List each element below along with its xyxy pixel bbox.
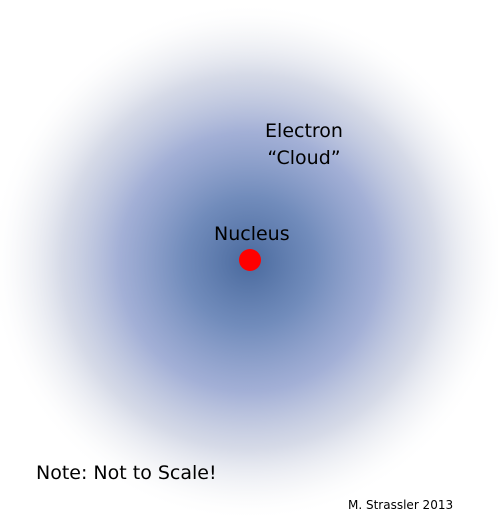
- scale-note: Note: Not to Scale!: [36, 462, 217, 484]
- electron-cloud-label-line1: Electron: [265, 120, 343, 142]
- nucleus-label: Nucleus: [214, 223, 290, 245]
- nucleus-dot: [239, 249, 261, 271]
- electron-cloud-label: Electron “Cloud”: [263, 118, 345, 172]
- electron-cloud-label-line2: “Cloud”: [267, 147, 341, 169]
- author-credit: M. Strassler 2013: [348, 498, 454, 512]
